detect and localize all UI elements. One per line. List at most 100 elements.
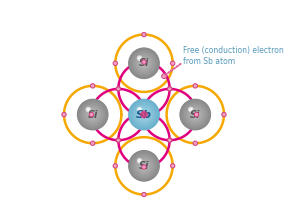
Circle shape <box>81 103 104 126</box>
Circle shape <box>129 151 159 181</box>
Circle shape <box>113 164 118 168</box>
Circle shape <box>129 48 159 79</box>
Circle shape <box>184 103 207 126</box>
Circle shape <box>130 49 158 77</box>
Circle shape <box>133 103 155 126</box>
Circle shape <box>194 113 196 116</box>
Circle shape <box>142 113 146 116</box>
Circle shape <box>141 163 147 169</box>
Circle shape <box>90 112 95 117</box>
Circle shape <box>91 112 95 117</box>
Circle shape <box>141 112 147 117</box>
Circle shape <box>186 105 204 124</box>
Circle shape <box>130 100 158 129</box>
Circle shape <box>130 152 158 180</box>
Circle shape <box>190 110 200 119</box>
Circle shape <box>142 192 146 197</box>
Circle shape <box>136 55 152 71</box>
Circle shape <box>192 111 199 118</box>
Text: Free (conduction) electron
from Sb atom: Free (conduction) electron from Sb atom <box>183 46 284 66</box>
Circle shape <box>142 60 146 64</box>
Circle shape <box>134 156 154 176</box>
Circle shape <box>142 62 146 65</box>
Circle shape <box>92 113 94 116</box>
Circle shape <box>128 48 160 79</box>
Circle shape <box>136 107 152 123</box>
Circle shape <box>132 102 156 127</box>
Circle shape <box>170 164 175 168</box>
Circle shape <box>139 58 149 69</box>
Circle shape <box>131 101 157 128</box>
Text: Si: Si <box>139 161 149 171</box>
Circle shape <box>193 84 197 88</box>
Circle shape <box>139 109 149 120</box>
Circle shape <box>87 109 98 120</box>
Circle shape <box>167 87 172 91</box>
Circle shape <box>131 50 157 77</box>
Circle shape <box>189 108 202 121</box>
Circle shape <box>84 105 102 124</box>
Circle shape <box>142 32 146 37</box>
Circle shape <box>129 151 159 181</box>
Circle shape <box>136 159 152 173</box>
Circle shape <box>140 59 148 67</box>
Circle shape <box>136 158 152 174</box>
Circle shape <box>80 102 105 127</box>
Circle shape <box>143 112 147 117</box>
Circle shape <box>138 57 150 69</box>
Circle shape <box>135 105 153 124</box>
Circle shape <box>188 107 194 112</box>
Circle shape <box>134 53 154 74</box>
Circle shape <box>134 105 154 125</box>
Circle shape <box>139 59 149 68</box>
Circle shape <box>137 108 151 121</box>
Circle shape <box>141 61 147 66</box>
Circle shape <box>183 102 208 127</box>
Circle shape <box>193 112 198 117</box>
Circle shape <box>134 156 154 175</box>
Circle shape <box>143 113 145 116</box>
Text: Si: Si <box>190 109 200 120</box>
Circle shape <box>167 87 172 91</box>
Circle shape <box>136 55 152 72</box>
Circle shape <box>143 114 145 115</box>
Circle shape <box>132 51 156 75</box>
Circle shape <box>180 100 210 129</box>
Circle shape <box>188 108 202 121</box>
Circle shape <box>82 103 104 126</box>
Circle shape <box>86 108 100 121</box>
Circle shape <box>83 105 102 124</box>
Circle shape <box>188 107 203 122</box>
Circle shape <box>140 111 148 118</box>
Circle shape <box>182 101 208 128</box>
Circle shape <box>182 101 209 128</box>
Circle shape <box>129 48 159 78</box>
Circle shape <box>187 107 203 123</box>
Circle shape <box>143 165 145 166</box>
Circle shape <box>141 112 145 117</box>
Circle shape <box>138 57 141 60</box>
Circle shape <box>190 109 201 120</box>
Circle shape <box>179 99 211 131</box>
Circle shape <box>187 106 204 123</box>
Circle shape <box>134 105 154 124</box>
Circle shape <box>184 103 206 126</box>
Circle shape <box>133 155 155 177</box>
Circle shape <box>138 159 141 162</box>
Circle shape <box>137 56 151 70</box>
Circle shape <box>132 103 156 126</box>
Circle shape <box>85 107 100 122</box>
Circle shape <box>183 102 207 127</box>
Circle shape <box>116 138 121 142</box>
Circle shape <box>193 141 197 145</box>
Circle shape <box>143 62 145 64</box>
Circle shape <box>186 105 205 124</box>
Circle shape <box>139 161 149 170</box>
Circle shape <box>138 108 141 111</box>
Circle shape <box>140 59 148 67</box>
Circle shape <box>137 55 142 61</box>
Circle shape <box>142 164 146 167</box>
Text: Si: Si <box>88 109 98 120</box>
Circle shape <box>138 109 150 120</box>
Circle shape <box>79 101 106 128</box>
